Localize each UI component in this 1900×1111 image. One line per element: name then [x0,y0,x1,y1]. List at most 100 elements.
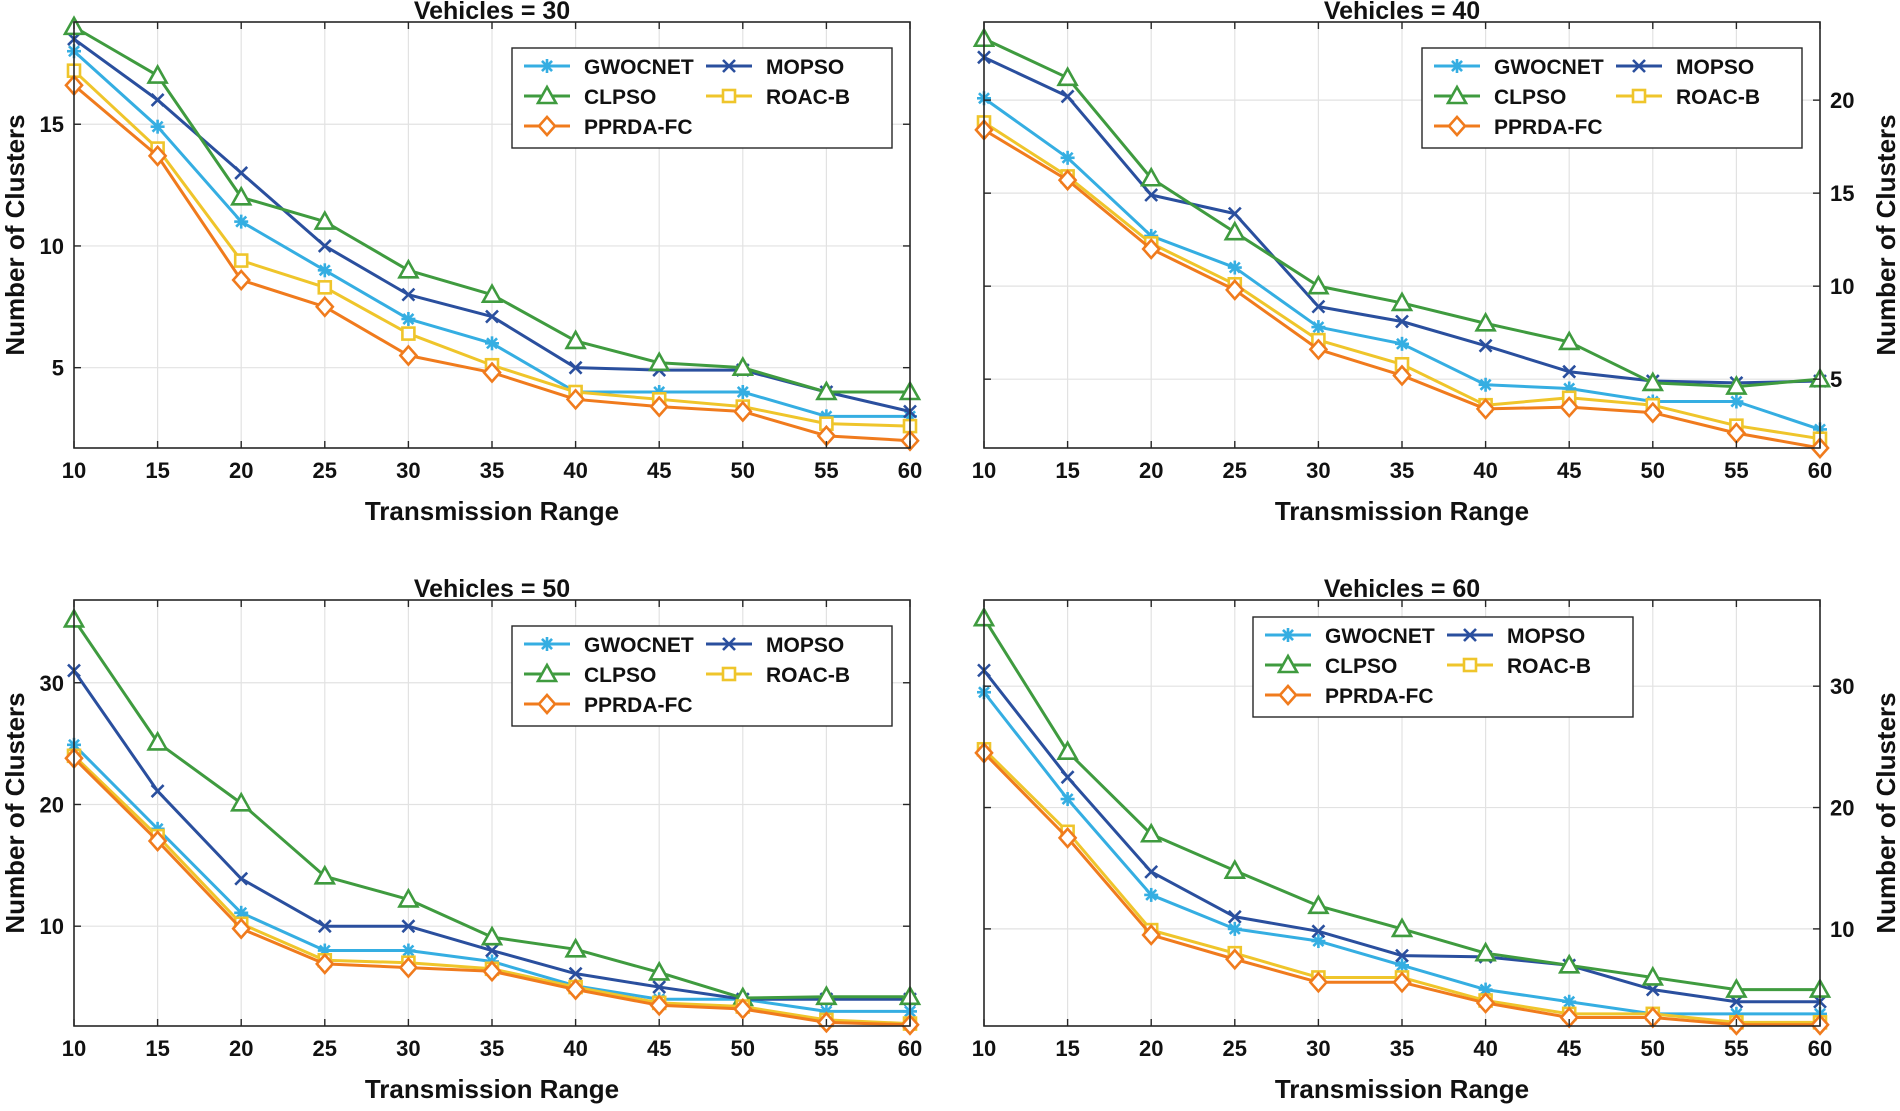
data-point [649,395,669,418]
legend-item-pprda-fc: PPRDA-FC [1265,684,1434,708]
legend-item-clpso: CLPSO [1434,84,1566,109]
x-axis-label: Transmission Range [1275,1074,1529,1104]
data-point [1725,374,1748,395]
legend-label: CLPSO [1325,655,1397,678]
data-point [1474,311,1497,332]
legend-marker [1276,653,1300,674]
legend: GWOCNET MOPSO CLPSO ROAC-B PPRDA-FC [511,47,893,149]
legend-label: PPRDA-FC [584,694,693,717]
data-point [1227,260,1242,275]
data-point [1392,364,1412,387]
chart-vehicles-60: 10 15 20 25 30 35 40 45 50 55 60 10 20 30 Vehicles = 6… [972,575,1900,1104]
legend-label: PPRDA-FC [584,116,693,139]
y-tick-label: 5 [52,356,64,381]
legend-item-clpso: CLPSO [524,662,656,687]
data-point [315,295,335,318]
data-point [1395,314,1409,329]
y-axis-label: Number of Clusters [1871,114,1900,355]
x-tick-label: 40 [1473,458,1497,483]
y-tick-label: 20 [40,792,64,817]
y-tick-label: 10 [1830,274,1854,299]
legend-label: CLPSO [584,86,656,109]
data-point [1308,971,1329,994]
data-point [1223,858,1247,879]
x-tick-label: 50 [731,1036,755,1061]
x-tick-label: 10 [972,1036,996,1061]
data-point [480,282,504,303]
legend-item-pprda-fc: PPRDA-FC [524,693,693,717]
data-point [150,119,165,134]
legend-marker [722,637,736,651]
data-point [313,864,337,885]
y-tick-label: 20 [1830,88,1854,113]
data-point [649,994,669,1017]
legend-marker [721,88,737,104]
chart-vehicles-40: 10 15 20 25 30 35 40 45 50 55 60 5 10 15 20 Vehicles = … [972,0,1900,526]
data-point [1223,220,1247,241]
legend-item-gwocnet: GWOCNET [524,634,694,657]
x-tick-label: 55 [1724,458,1748,483]
legend-label: MOPSO [766,56,844,79]
data-point [1557,330,1581,351]
x-tick-label: 25 [1223,458,1247,483]
data-point [1395,336,1409,351]
data-point [234,905,249,920]
legend-label: CLPSO [1494,86,1566,109]
data-point [317,239,332,253]
data-point [317,280,333,295]
data-point [317,919,332,934]
x-tick-label: 40 [1473,1036,1497,1061]
chart-title: Vehicles = 60 [1324,575,1480,603]
data-point [234,166,249,180]
y-tick-label: 30 [1830,674,1854,699]
data-point [1562,364,1577,379]
chart-title: Vehicles = 50 [414,575,570,603]
data-point [1139,166,1163,187]
legend-label: GWOCNET [1325,625,1435,648]
legend-label: PPRDA-FC [1494,116,1603,139]
legend-box [511,47,893,149]
legend-marker [1450,59,1464,73]
x-tick-label: 20 [229,1036,253,1061]
legend-marker [722,59,736,73]
legend-item-gwocnet: GWOCNET [1434,56,1604,79]
legend-marker [1631,88,1647,104]
y-tick-label: 20 [1830,796,1854,821]
data-point [1390,291,1414,312]
legend-marker [1281,628,1295,642]
x-tick-label: 20 [1139,458,1163,483]
data-point [1144,864,1159,879]
x-tick-label: 30 [1306,1036,1330,1061]
data-point [482,960,502,983]
legend-marker [1278,684,1298,706]
data-point [1144,887,1159,902]
data-point [147,144,168,167]
legend-label: MOPSO [766,634,844,657]
x-tick-label: 30 [1306,458,1330,483]
data-point [1478,377,1493,392]
legend-label: GWOCNET [584,56,694,79]
data-point [1227,206,1242,221]
data-point [1139,822,1163,843]
data-point [313,209,337,230]
data-point [401,919,416,934]
data-point [315,952,335,975]
data-point [398,956,419,979]
legend-box [511,625,893,727]
legend-box [1252,616,1634,718]
data-point [565,388,586,411]
series-pprda-fc [64,74,920,452]
data-point [150,784,165,799]
y-axis-label: Number of Clusters [1871,692,1900,933]
x-tick-label: 10 [62,458,86,483]
data-point [735,385,750,400]
legend-label: MOPSO [1507,625,1585,648]
data-point [1641,965,1665,986]
legend-item-mopso: MOPSO [1447,625,1585,648]
x-tick-label: 35 [1390,1036,1414,1061]
x-tick-label: 20 [1139,1036,1163,1061]
data-point [1060,89,1075,104]
chart-title: Vehicles = 40 [1324,0,1480,25]
legend-marker [1447,115,1467,137]
